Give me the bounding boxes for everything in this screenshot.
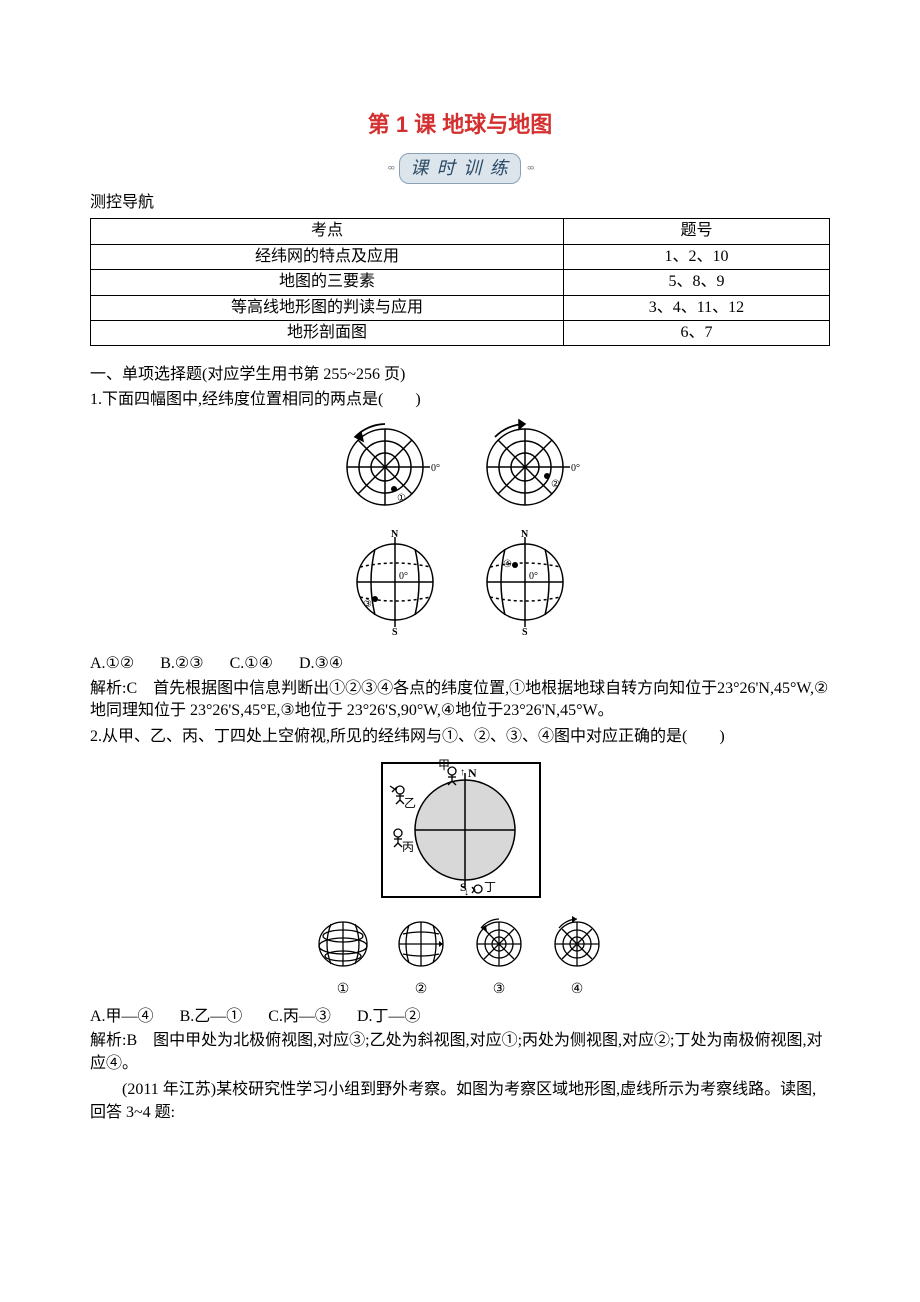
svg-text:②: ② [551,479,560,490]
q2-option-a: A.甲—④ [90,1006,154,1028]
svg-text:↓: ↓ [464,887,469,898]
q1-options: A.①② B.②③ C.①④ D.③④ [90,653,830,675]
svg-text:①: ① [397,493,406,504]
q2-option-d: D.丁—② [357,1006,421,1028]
svg-text:↑: ↑ [460,767,465,778]
q2-thumb-4: ④ [547,916,607,1000]
q2-option-c: C.丙—③ [268,1006,331,1028]
section-heading: 一、单项选择题(对应学生用书第 255~256 页) [90,364,830,386]
q2-thumb-1: ① [313,916,373,1000]
table-cell: 地图的三要素 [91,270,564,295]
q2-main-globe-icon: ↑ N 甲 乙 丙 S ↓ 丁 [360,755,560,905]
q2-solution: 解析:B 图中甲处为北极俯视图,对应③;乙处为斜视图,对应①;丙处为侧视图,对应… [90,1030,830,1075]
q1-figure: 0° ① 0° ② [90,417,830,647]
banner-label: 课 时 训 练 [399,153,521,184]
table-header: 题号 [563,219,829,244]
svg-text:N: N [521,529,529,540]
q2-thumb-3: ③ [469,916,529,1000]
svg-text:S: S [392,627,398,637]
globe-polar-2-icon: 0° ② [475,417,585,517]
page-title: 第 1 课 地球与地图 [90,110,830,141]
table-row: 经纬网的特点及应用 1、2、10 [91,244,830,269]
q2-option-b: B.乙—① [180,1006,243,1028]
q2-options: A.甲—④ B.乙—① C.丙—③ D.丁—② [90,1006,830,1028]
q2-stem: 2.从甲、乙、丙、丁四处上空俯视,所见的经纬网与①、②、③、④图中对应正确的是(… [90,726,830,748]
table-cell: 5、8、9 [563,270,829,295]
svg-text:N: N [468,766,477,780]
q2-thumb-2: ② [391,916,451,1000]
svg-text:S: S [522,627,528,637]
svg-text:③: ③ [363,599,372,610]
table-row: 等高线地形图的判读与应用 3、4、11、12 [91,295,830,320]
q3-intro: (2011 年江苏)某校研究性学习小组到野外考察。如图为考察区域地形图,虚线所示… [90,1079,830,1124]
table-cell: 等高线地形图的判读与应用 [91,295,564,320]
nav-label: 测控导航 [90,192,830,214]
table-row: 地图的三要素 5、8、9 [91,270,830,295]
svg-text:丁: 丁 [484,880,496,894]
table-cell: 1、2、10 [563,244,829,269]
q1-option-d: D.③④ [299,653,343,675]
q1-option-c: C.①④ [230,653,273,675]
globe-side-3-icon: N S 0° ③ [345,527,445,637]
svg-text:④: ④ [503,559,512,570]
q2-figure: ↑ N 甲 乙 丙 S ↓ 丁 [90,755,830,1000]
globe-polar-1-icon: 0° ① [335,417,445,517]
table-cell: 经纬网的特点及应用 [91,244,564,269]
svg-text:甲: 甲 [438,758,450,772]
table-cell: 3、4、11、12 [563,295,829,320]
table-row: 地形剖面图 6、7 [91,320,830,345]
banner-dot-left: ◦◦ [387,159,393,179]
svg-text:0°: 0° [431,463,440,474]
table-cell: 6、7 [563,320,829,345]
q1-option-a: A.①② [90,653,134,675]
table-header: 考点 [91,219,564,244]
banner-dot-right: ◦◦ [527,159,533,179]
nav-table: 考点 题号 经纬网的特点及应用 1、2、10 地图的三要素 5、8、9 等高线地… [90,218,830,346]
svg-text:乙: 乙 [404,796,416,810]
svg-text:0°: 0° [529,571,538,582]
table-cell: 地形剖面图 [91,320,564,345]
banner-row: ◦◦ 课 时 训 练 ◦◦ [90,153,830,184]
svg-text:丙: 丙 [402,840,414,854]
q1-solution: 解析:C 首先根据图中信息判断出①②③④各点的纬度位置,①地根据地球自转方向知位… [90,678,830,723]
svg-text:0°: 0° [571,463,580,474]
svg-text:0°: 0° [399,571,408,582]
globe-side-4-icon: N S 0° ④ [475,527,575,637]
table-row: 考点 题号 [91,219,830,244]
q1-stem: 1.下面四幅图中,经纬度位置相同的两点是( ) [90,389,830,411]
q1-option-b: B.②③ [160,653,203,675]
svg-text:N: N [391,529,399,540]
